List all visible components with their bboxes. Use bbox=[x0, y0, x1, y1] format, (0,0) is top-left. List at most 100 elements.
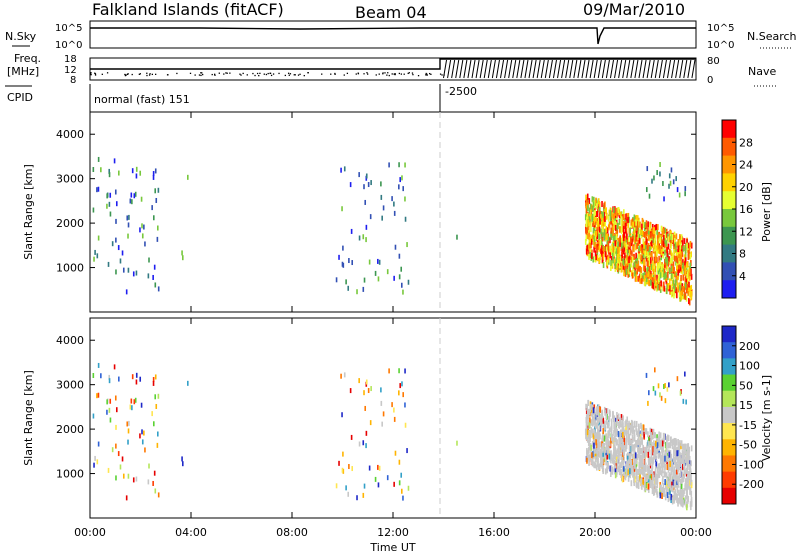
data-point bbox=[640, 457, 642, 464]
data-point bbox=[663, 234, 665, 241]
data-point bbox=[670, 474, 672, 481]
data-point bbox=[381, 215, 383, 221]
freq-label-2: [MHz] bbox=[7, 65, 39, 78]
data-point bbox=[607, 462, 609, 469]
data-point bbox=[684, 261, 686, 268]
data-point bbox=[393, 481, 395, 487]
data-point bbox=[341, 412, 343, 418]
x-tick-label: 04:00 bbox=[175, 526, 207, 539]
data-point bbox=[652, 283, 655, 290]
data-point bbox=[350, 434, 353, 440]
data-point bbox=[676, 265, 678, 272]
data-point bbox=[671, 234, 674, 241]
data-point bbox=[659, 466, 661, 473]
data-point bbox=[656, 447, 659, 454]
y-tick-label: 2000 bbox=[56, 423, 84, 436]
data-point bbox=[642, 238, 645, 245]
data-point bbox=[673, 480, 676, 487]
data-point bbox=[643, 242, 645, 249]
data-point bbox=[686, 271, 689, 278]
data-point bbox=[380, 194, 383, 200]
data-point bbox=[623, 448, 626, 455]
data-point bbox=[662, 245, 665, 252]
data-point bbox=[642, 272, 644, 279]
data-point bbox=[690, 460, 692, 467]
data-point bbox=[665, 472, 668, 479]
data-point bbox=[657, 470, 659, 477]
data-point bbox=[620, 443, 623, 450]
nave-dot bbox=[412, 73, 414, 76]
data-point bbox=[655, 473, 657, 480]
data-point bbox=[606, 234, 608, 241]
data-point bbox=[652, 433, 654, 440]
data-point bbox=[590, 427, 593, 434]
data-point bbox=[677, 442, 680, 449]
data-point bbox=[338, 254, 340, 260]
data-point bbox=[684, 371, 686, 377]
data-point bbox=[678, 497, 681, 504]
data-point bbox=[652, 277, 654, 284]
data-point bbox=[628, 433, 631, 440]
data-point bbox=[619, 240, 622, 247]
data-point bbox=[676, 257, 679, 264]
data-point bbox=[611, 457, 614, 464]
data-point bbox=[678, 489, 680, 496]
data-point bbox=[657, 247, 660, 254]
data-point bbox=[626, 269, 629, 276]
data-point bbox=[612, 410, 614, 417]
data-point bbox=[663, 273, 665, 280]
data-point bbox=[636, 257, 639, 264]
nave-sawtooth bbox=[605, 59, 610, 79]
data-point bbox=[109, 192, 112, 198]
data-point bbox=[154, 374, 157, 380]
data-point bbox=[633, 465, 636, 472]
data-point bbox=[141, 439, 144, 445]
data-point bbox=[653, 440, 655, 447]
data-point bbox=[602, 253, 605, 260]
nave-dot bbox=[367, 73, 369, 75]
data-point bbox=[605, 459, 607, 466]
data-point bbox=[660, 462, 662, 469]
data-point bbox=[689, 253, 692, 260]
data-point bbox=[679, 234, 681, 241]
nave-dot bbox=[425, 74, 427, 76]
colorbar-tick-label: 24 bbox=[739, 159, 753, 172]
nave-sawtooth bbox=[634, 59, 639, 79]
data-point bbox=[678, 464, 681, 471]
data-point bbox=[667, 481, 670, 488]
data-point bbox=[680, 252, 682, 259]
data-point bbox=[621, 418, 624, 425]
data-point bbox=[658, 232, 660, 239]
data-point bbox=[647, 483, 650, 490]
data-point bbox=[634, 476, 636, 483]
data-point bbox=[596, 443, 598, 450]
data-point bbox=[108, 407, 111, 413]
data-point bbox=[634, 275, 637, 282]
data-point bbox=[335, 277, 338, 283]
data-point bbox=[588, 234, 591, 241]
y-tick-label: 3000 bbox=[56, 379, 84, 392]
data-point bbox=[613, 435, 616, 442]
data-point bbox=[614, 430, 617, 437]
data-point bbox=[656, 477, 659, 484]
data-point bbox=[606, 227, 609, 234]
nsearch-tick-bottom: 10^0 bbox=[707, 40, 734, 51]
data-point bbox=[585, 228, 587, 235]
data-point bbox=[633, 214, 636, 221]
data-point bbox=[623, 456, 625, 463]
data-point bbox=[658, 472, 661, 479]
data-point bbox=[587, 440, 590, 447]
data-point bbox=[635, 440, 637, 447]
data-point bbox=[672, 455, 675, 462]
data-point bbox=[152, 480, 154, 486]
nave-dot bbox=[382, 73, 384, 75]
data-point bbox=[598, 226, 601, 233]
data-point bbox=[594, 438, 597, 445]
data-point bbox=[633, 435, 636, 442]
data-point bbox=[117, 451, 120, 457]
data-point bbox=[668, 382, 670, 388]
data-point bbox=[624, 241, 626, 248]
data-point bbox=[684, 448, 687, 455]
data-point bbox=[596, 416, 599, 423]
nave-sawtooth bbox=[618, 59, 623, 79]
